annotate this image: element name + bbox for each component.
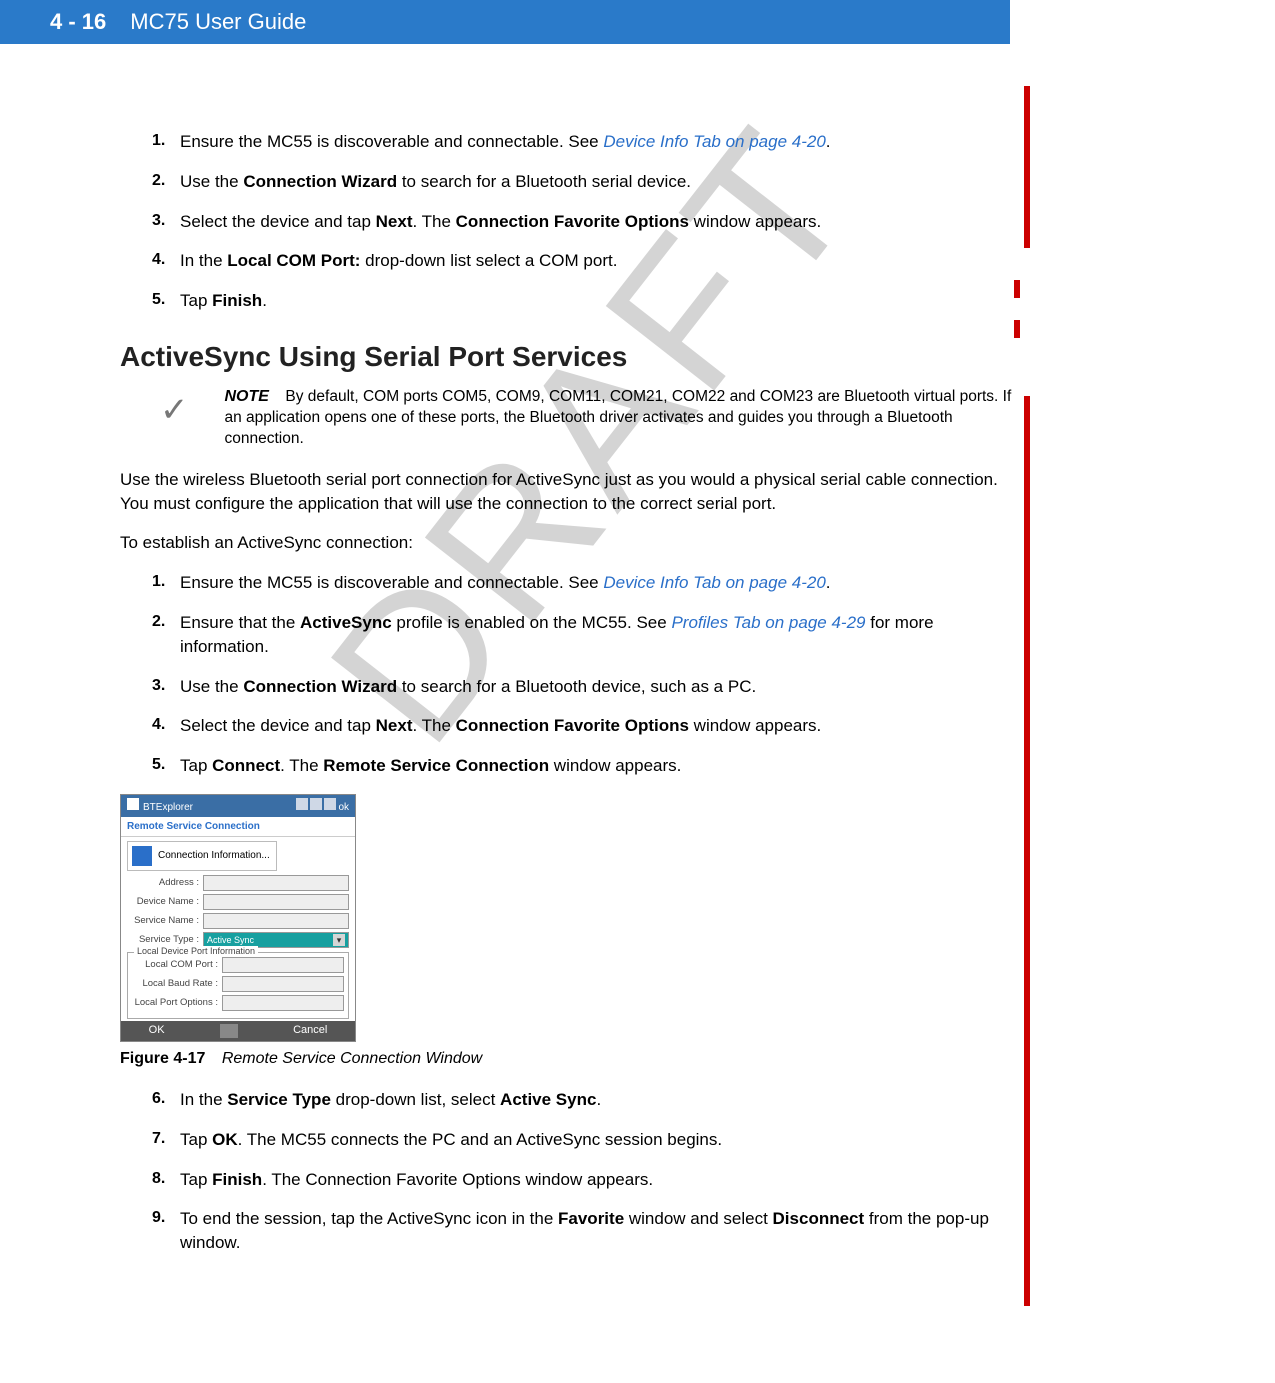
field-label: Local COM Port : <box>132 959 218 970</box>
search-icon <box>132 846 152 866</box>
paragraph: Use the wireless Bluetooth serial port c… <box>120 468 1020 516</box>
change-bar <box>1024 396 1030 1306</box>
step-item: 3. Use the Connection Wizard to search f… <box>152 675 1020 699</box>
field-label: Service Type : <box>127 934 199 945</box>
step-number: 9. <box>152 1207 180 1255</box>
step-number: 3. <box>152 675 180 699</box>
step-item: 5. Tap Connect. The Remote Service Conne… <box>152 754 1020 778</box>
xref-link[interactable]: Device Info Tab on page 4-20 <box>603 573 825 592</box>
step-number: 2. <box>152 611 180 659</box>
step-item: 3. Select the device and tap Next. The C… <box>152 210 1020 234</box>
paragraph: To establish an ActiveSync connection: <box>120 531 1020 555</box>
address-field[interactable] <box>203 875 349 891</box>
figure-label: Figure 4-17 <box>120 1050 205 1067</box>
step-number: 1. <box>152 571 180 595</box>
local-opts-field[interactable] <box>222 995 344 1011</box>
keyboard-icon[interactable] <box>220 1024 238 1038</box>
connection-info-label: Connection Information... <box>158 850 270 861</box>
page-number: 4 - 16 <box>50 9 106 35</box>
step-item: 4. Select the device and tap Next. The C… <box>152 714 1020 738</box>
step-number: 5. <box>152 289 180 313</box>
step-text: Use the Connection Wizard to search for … <box>180 170 1020 194</box>
step-item: 6. In the Service Type drop-down list, s… <box>152 1088 1020 1112</box>
step-number: 8. <box>152 1168 180 1192</box>
doc-title: MC75 User Guide <box>130 9 306 35</box>
note-text: By default, COM ports COM5, COM9, COM11,… <box>225 388 1012 447</box>
step-number: 6. <box>152 1088 180 1112</box>
field-label: Local Baud Rate : <box>132 978 218 989</box>
step-text: Ensure the MC55 is discoverable and conn… <box>180 130 1020 154</box>
step-text: Select the device and tap Next. The Conn… <box>180 714 1020 738</box>
field-label: Local Port Options : <box>132 997 218 1008</box>
step-text: Select the device and tap Next. The Conn… <box>180 210 1020 234</box>
step-number: 5. <box>152 754 180 778</box>
page-content: 1. Ensure the MC55 is discoverable and c… <box>120 130 1020 1255</box>
step-item: 7. Tap OK. The MC55 connects the PC and … <box>152 1128 1020 1152</box>
local-baud-field[interactable] <box>222 976 344 992</box>
step-text: Ensure that the ActiveSync profile is en… <box>180 611 1020 659</box>
step-text: Tap Connect. The Remote Service Connecti… <box>180 754 1020 778</box>
step-text: In the Service Type drop-down list, sele… <box>180 1088 1020 1112</box>
step-text: Ensure the MC55 is discoverable and conn… <box>180 571 1020 595</box>
step-number: 7. <box>152 1128 180 1152</box>
field-label: Device Name : <box>127 896 199 907</box>
figure-title: Remote Service Connection Window <box>222 1050 482 1067</box>
note-label: NOTE <box>225 388 269 405</box>
step-item: 8. Tap Finish. The Connection Favorite O… <box>152 1168 1020 1192</box>
figure-caption: Figure 4-17 Remote Service Connection Wi… <box>120 1050 1020 1068</box>
connection-info-button[interactable]: Connection Information... <box>127 841 277 871</box>
step-item: 1. Ensure the MC55 is discoverable and c… <box>152 130 1020 154</box>
service-name-field[interactable] <box>203 913 349 929</box>
step-item: 5. Tap Finish. <box>152 289 1020 313</box>
window-subtitle: Remote Service Connection <box>121 817 355 837</box>
step-text: Tap Finish. <box>180 289 1020 313</box>
step-text: Tap Finish. The Connection Favorite Opti… <box>180 1168 1020 1192</box>
step-item: 2. Use the Connection Wizard to search f… <box>152 170 1020 194</box>
step-number: 2. <box>152 170 180 194</box>
page-header: 4 - 16 MC75 User Guide <box>0 0 1010 44</box>
step-text: Use the Connection Wizard to search for … <box>180 675 1020 699</box>
local-com-field[interactable] <box>222 957 344 973</box>
window-titlebar: BTExplorer ok <box>121 795 355 817</box>
change-bar <box>1024 86 1030 248</box>
step-item: 1. Ensure the MC55 is discoverable and c… <box>152 571 1020 595</box>
section-heading: ActiveSync Using Serial Port Services <box>120 341 1020 373</box>
step-number: 1. <box>152 130 180 154</box>
step-text: In the Local COM Port: drop-down list se… <box>180 249 1020 273</box>
group-title: Local Device Port Information <box>134 946 258 956</box>
local-port-group: Local Device Port Information Local COM … <box>127 952 349 1019</box>
device-name-field[interactable] <box>203 894 349 910</box>
step-text: To end the session, tap the ActiveSync i… <box>180 1207 1020 1255</box>
step-item: 9. To end the session, tap the ActiveSyn… <box>152 1207 1020 1255</box>
step-item: 4. In the Local COM Port: drop-down list… <box>152 249 1020 273</box>
note-block: ✓ NOTE By default, COM ports COM5, COM9,… <box>160 387 1020 450</box>
step-number: 3. <box>152 210 180 234</box>
step-text: Tap OK. The MC55 connects the PC and an … <box>180 1128 1020 1152</box>
step-item: 2. Ensure that the ActiveSync profile is… <box>152 611 1020 659</box>
cancel-button[interactable]: Cancel <box>293 1024 327 1038</box>
checkmark-icon: ✓ <box>160 393 189 427</box>
embedded-screenshot: BTExplorer ok Remote Service Connection … <box>120 794 356 1042</box>
step-number: 4. <box>152 714 180 738</box>
titlebar-icons: ok <box>294 798 349 814</box>
chevron-down-icon: ▾ <box>333 934 345 946</box>
field-label: Service Name : <box>127 915 199 926</box>
field-label: Address : <box>127 877 199 888</box>
window-bottom-bar: OK Cancel <box>121 1021 355 1041</box>
xref-link[interactable]: Profiles Tab on page 4-29 <box>671 613 865 632</box>
window-title: BTExplorer <box>127 798 193 813</box>
step-number: 4. <box>152 249 180 273</box>
ok-button[interactable]: OK <box>149 1024 165 1038</box>
xref-link[interactable]: Device Info Tab on page 4-20 <box>603 132 825 151</box>
